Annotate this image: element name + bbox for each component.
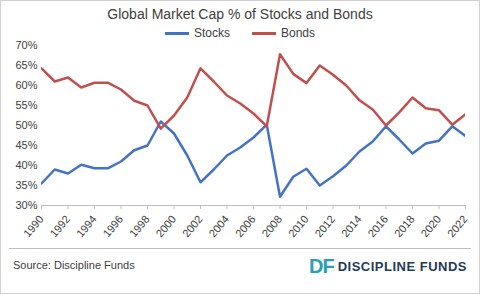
svg-text:2002: 2002 xyxy=(180,213,205,239)
svg-text:2016: 2016 xyxy=(365,213,390,239)
svg-text:2020: 2020 xyxy=(418,213,443,239)
svg-text:2006: 2006 xyxy=(233,213,258,239)
html-text:Bonds: Bonds xyxy=(281,26,315,40)
svg-text:2022: 2022 xyxy=(445,213,470,239)
svg-text:2014: 2014 xyxy=(339,213,364,239)
svg-text:55%: 55% xyxy=(15,99,37,111)
html-text:Stocks: Stocks xyxy=(194,26,230,40)
svg-text:2000: 2000 xyxy=(153,213,178,239)
svg-text:35%: 35% xyxy=(15,179,37,191)
svg-text:1994: 1994 xyxy=(74,213,99,239)
html-text:Global Market Cap % of Stocks: Global Market Cap % of Stocks and Bonds xyxy=(107,6,373,22)
svg-text:2018: 2018 xyxy=(392,213,417,239)
html-text:DF DISCIPLINE FUNDS: DF DISCIPLINE FUNDS xyxy=(309,255,467,277)
svg-text:40%: 40% xyxy=(15,159,37,171)
svg-text:2012: 2012 xyxy=(312,213,337,239)
svg-text:65%: 65% xyxy=(15,59,37,71)
svg-text:70%: 70% xyxy=(15,41,37,51)
svg-text:1992: 1992 xyxy=(47,213,72,239)
svg-text:45%: 45% xyxy=(15,139,37,151)
svg-text:2010: 2010 xyxy=(286,213,311,239)
html-text:Source: Discipline Funds: Source: Discipline Funds xyxy=(13,259,135,271)
svg-text:1998: 1998 xyxy=(127,213,152,239)
svg-text:1996: 1996 xyxy=(100,213,125,239)
svg-text:1990: 1990 xyxy=(21,213,46,239)
svg-text:2004: 2004 xyxy=(206,213,231,239)
svg-text:2008: 2008 xyxy=(259,213,284,239)
svg-text:60%: 60% xyxy=(15,79,37,91)
svg-text:30%: 30% xyxy=(15,199,37,211)
svg-text:50%: 50% xyxy=(15,119,37,131)
